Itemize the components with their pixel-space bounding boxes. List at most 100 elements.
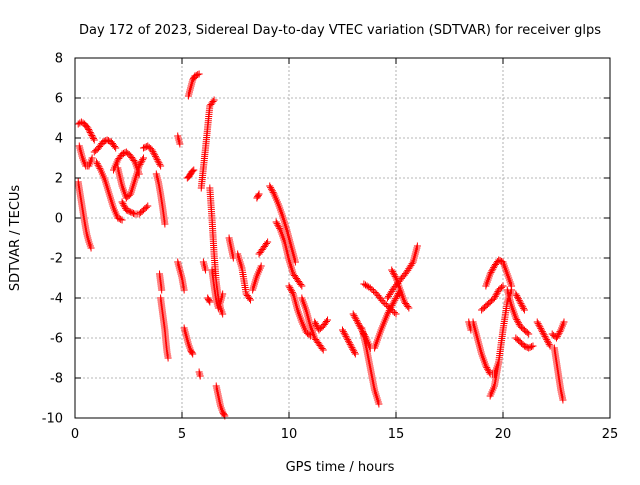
data-point [559,396,567,404]
series-b14 [225,234,237,262]
y-tick-label: 6 [55,92,63,107]
data-point [352,315,360,323]
grid-layer [75,58,610,418]
data-point [288,288,296,296]
data-point [124,207,132,215]
data-point [142,203,150,211]
data-point [84,124,92,132]
data-point [135,162,143,170]
series-b10 [212,382,229,420]
data-point [94,161,102,169]
data-point [142,143,150,151]
data-point [88,154,96,162]
data-point [95,163,103,171]
data-point [535,321,543,329]
data-point [297,281,305,288]
data-point [285,282,293,290]
data-point [351,313,359,321]
plot-frame [74,57,611,419]
series-b12 [199,258,210,274]
data-point [519,303,527,311]
data-point [287,285,295,293]
data-point [189,350,197,358]
data-point [346,340,354,348]
data-point [392,310,400,318]
data-point [525,330,533,338]
x-tick-label: 25 [602,427,619,442]
data-point [144,202,152,210]
data-point [350,347,358,355]
data-point [188,349,196,357]
data-point [499,282,507,290]
data-point [537,324,545,332]
x-tick-label: 0 [71,427,79,442]
data-point [534,320,542,328]
series-b16 [255,238,272,258]
data-point [516,298,524,306]
y-tick-label: -2 [50,252,63,267]
data-point [92,158,100,166]
data-point [137,159,145,167]
data-point [348,344,356,352]
data-point [389,269,397,277]
data-point [540,331,548,339]
data-point [118,198,126,206]
data-point [130,157,138,164]
data-point [560,318,568,326]
series-a1 [74,118,98,144]
data-point [86,129,94,136]
data-point [148,146,156,154]
data-point [149,148,157,156]
data-point [139,156,147,164]
y-axis-label: SDTVAR / TECUs [8,185,23,292]
data-point [128,209,136,217]
data-point [366,284,374,292]
data-point [115,215,123,223]
ticks-layer: 0 5 10 15 20 25 -10 -8 -6 -4 -2 0 2 4 6 8 [42,52,619,443]
y-tick-label: 0 [55,212,63,227]
data-point [513,316,521,324]
data-point [117,215,125,223]
data-point [96,164,104,172]
data-point [515,296,523,304]
data-point [517,300,525,308]
data-point [528,343,536,351]
data-point [229,254,237,262]
data-point [482,362,490,370]
data-point [85,127,93,135]
series-a10 [152,170,169,228]
data-point [125,207,133,215]
y-tick-label: -4 [50,292,63,307]
data-point [526,343,534,351]
data-point [152,154,160,162]
data-point [89,135,97,142]
data-point [490,294,498,302]
series-d2 [478,282,507,314]
data-point [180,286,188,294]
data-point [276,224,284,232]
data-point [350,312,358,320]
data-point [164,354,172,362]
series-a12 [156,270,166,294]
data-point [87,244,95,252]
x-tick-label: 15 [388,427,405,442]
data-point [99,138,107,146]
data-point [538,328,546,336]
data-point [546,342,554,350]
data-point [391,272,399,280]
series-a7 [114,154,147,202]
data-point [520,306,528,314]
data-point [512,290,520,298]
data-point [118,216,126,224]
y-tick-label: 8 [55,52,63,67]
data-point [155,159,163,167]
data-point [390,309,398,316]
data-point [121,203,129,211]
series-d8 [548,318,568,342]
data-point [205,297,213,305]
series-b5 [184,70,203,100]
data-point [176,140,184,148]
data-point [267,184,275,192]
data-point [555,329,563,337]
data-point [485,368,493,376]
